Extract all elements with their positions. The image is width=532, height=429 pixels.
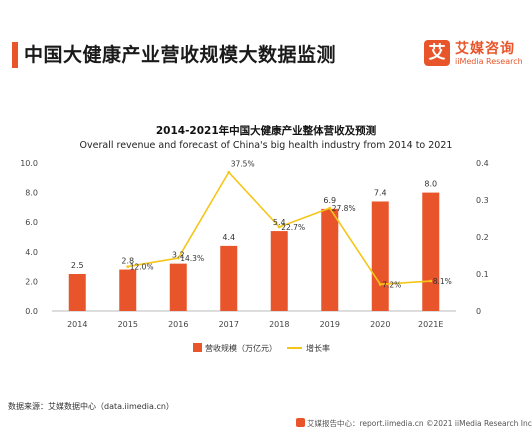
- y-left-tick-label: 2.0: [25, 277, 38, 286]
- y-right-tick-label: 0.1: [476, 270, 489, 279]
- growth-rate-label: 8.1%: [433, 277, 452, 286]
- x-tick-label: 2021E: [418, 320, 443, 329]
- bar: [68, 274, 86, 311]
- bar-value-label: 7.4: [374, 188, 387, 197]
- bar: [371, 201, 389, 311]
- growth-rate-point: [126, 265, 130, 268]
- footer-credit: 艾媒报告中心：report.iimedia.cn ©2021 iiMedia R…: [296, 418, 532, 429]
- bar-value-label: 5.4: [273, 218, 286, 227]
- y-right-tick-label: 0: [476, 307, 481, 316]
- bar: [321, 208, 339, 311]
- bar-value-label: 2.8: [121, 257, 134, 266]
- legend-bar-label: 营收规模（万亿元）: [205, 343, 277, 353]
- x-tick-label: 2014: [67, 320, 87, 329]
- title-accent-bar: [12, 42, 18, 68]
- chart-title: 2014-2021年中国大健康产业整体营收及预测: [155, 125, 377, 137]
- growth-rate-label: 27.8%: [332, 204, 356, 213]
- y-left-tick-label: 0.0: [25, 307, 38, 316]
- bar-value-label: 8.0: [424, 180, 437, 189]
- page-title: 中国大健康产业营收规模大数据监测: [24, 44, 337, 66]
- bar-value-label: 2.5: [71, 261, 84, 270]
- growth-rate-point: [176, 256, 180, 260]
- x-tick-label: 2016: [168, 320, 188, 329]
- x-tick-label: 2017: [219, 320, 239, 329]
- iimedia-logo: 艾 艾媒咨询 iiMedia Research: [424, 40, 524, 70]
- growth-rate-point: [328, 206, 332, 210]
- growth-rate-point: [227, 170, 231, 174]
- y-left-tick-label: 4.0: [25, 248, 38, 257]
- growth-rate-point: [277, 225, 281, 229]
- footer-logo-icon: [296, 418, 305, 427]
- y-left-tick-label: 10.0: [20, 159, 38, 168]
- y-left-tick-label: 8.0: [25, 189, 38, 198]
- y-right-tick-label: 0.2: [476, 233, 489, 242]
- x-tick-label: 2018: [269, 320, 289, 329]
- y-right-tick-label: 0.4: [476, 159, 489, 168]
- growth-rate-label: 14.3%: [180, 254, 204, 263]
- x-tick-label: 2015: [118, 320, 138, 329]
- growth-rate-point: [378, 282, 382, 286]
- bar: [422, 192, 440, 311]
- bar-value-label: 4.4: [222, 233, 235, 242]
- chart-subtitle: Overall revenue and forecast of China's …: [79, 140, 453, 151]
- footer-credit-text: 艾媒报告中心：report.iimedia.cn ©2021 iiMedia R…: [307, 419, 532, 428]
- bar-value-label: 3.2: [172, 251, 185, 260]
- growth-rate-point: [429, 279, 433, 283]
- growth-rate-label: 22.7%: [281, 223, 305, 232]
- growth-rate-label: 37.5%: [231, 159, 255, 168]
- growth-rate-label: 12.0%: [130, 263, 154, 272]
- y-right-tick-label: 0.3: [476, 196, 489, 205]
- growth-rate-label: 7.2%: [382, 280, 401, 289]
- y-left-tick-label: 6.0: [25, 218, 38, 227]
- bar: [220, 245, 238, 311]
- x-tick-label: 2020: [370, 320, 390, 329]
- logo-subtitle: iiMedia Research: [455, 57, 523, 66]
- legend-bar-swatch: [193, 343, 202, 352]
- x-tick-label: 2019: [320, 320, 340, 329]
- logo-mark-icon: 艾: [424, 40, 450, 66]
- bar: [169, 263, 187, 311]
- legend-line-label: 增长率: [306, 343, 330, 353]
- logo-name: 艾媒咨询: [455, 41, 515, 57]
- bar-value-label: 6.9: [323, 196, 336, 205]
- bar: [119, 269, 137, 311]
- data-source: 数据来源：艾媒数据中心（data.iimedia.cn）: [8, 402, 174, 411]
- bar: [270, 231, 288, 311]
